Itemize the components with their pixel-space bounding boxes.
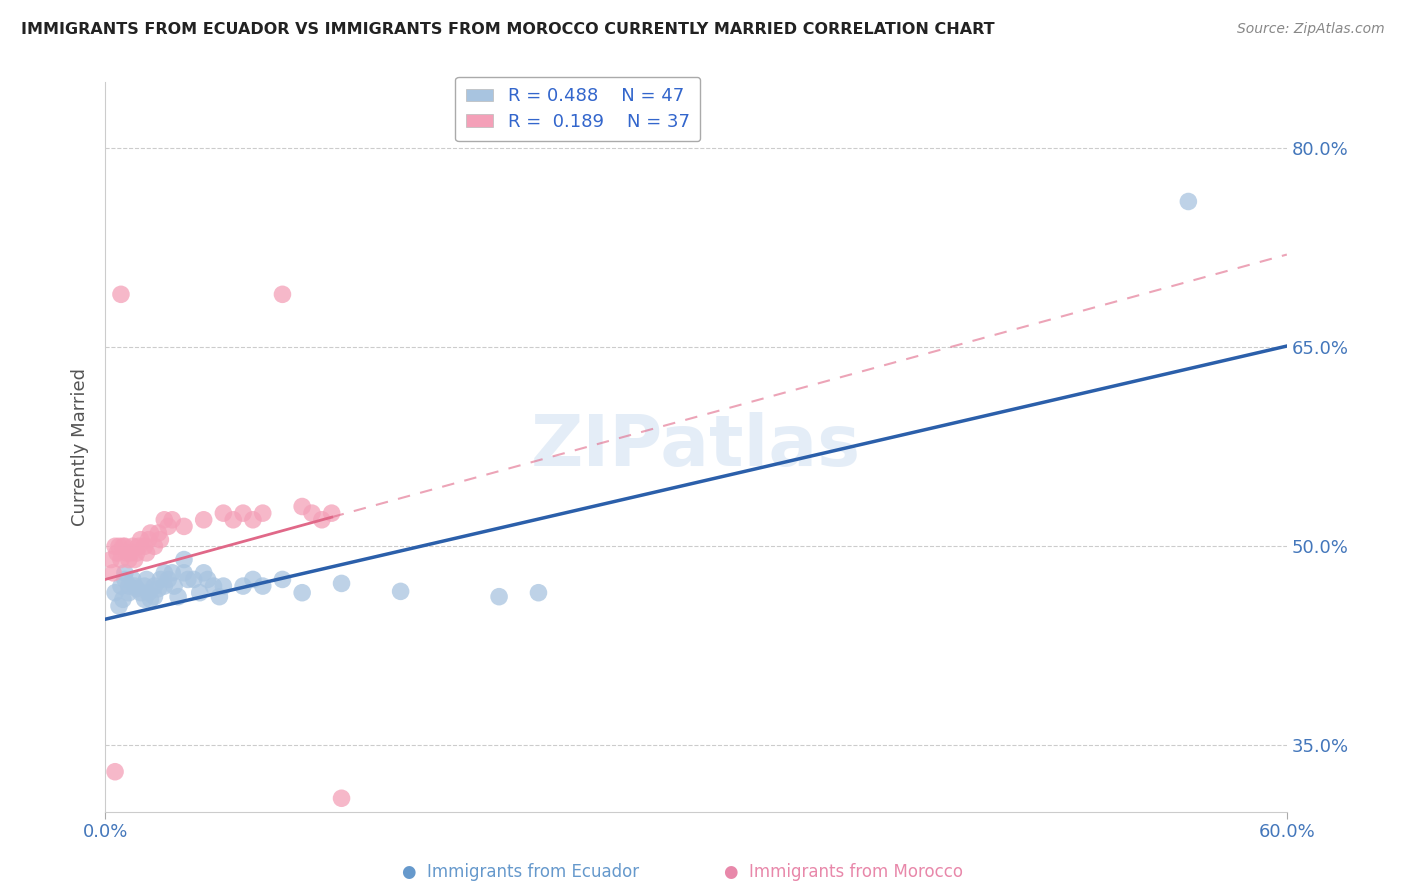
Point bbox=[157, 573, 180, 587]
Point bbox=[1177, 194, 1199, 209]
Point bbox=[271, 573, 294, 587]
Point bbox=[183, 573, 205, 587]
Point bbox=[121, 573, 143, 587]
Text: IMMIGRANTS FROM ECUADOR VS IMMIGRANTS FROM MOROCCO CURRENTLY MARRIED CORRELATION: IMMIGRANTS FROM ECUADOR VS IMMIGRANTS FR… bbox=[21, 22, 994, 37]
Text: ●  Immigrants from Morocco: ● Immigrants from Morocco bbox=[724, 863, 963, 881]
Point bbox=[160, 566, 183, 580]
Point bbox=[193, 513, 215, 527]
Point bbox=[110, 552, 132, 566]
Point bbox=[138, 533, 160, 547]
Point bbox=[124, 579, 146, 593]
Point bbox=[110, 287, 132, 301]
Point bbox=[148, 526, 170, 541]
Point bbox=[111, 592, 134, 607]
Point bbox=[129, 533, 152, 547]
Point bbox=[125, 582, 148, 596]
Point bbox=[193, 566, 215, 580]
Point bbox=[129, 585, 152, 599]
Point bbox=[173, 552, 195, 566]
Point bbox=[125, 546, 148, 560]
Point bbox=[101, 566, 124, 580]
Point bbox=[157, 519, 180, 533]
Point bbox=[105, 546, 128, 560]
Point bbox=[177, 573, 200, 587]
Point bbox=[330, 791, 353, 805]
Point bbox=[202, 579, 225, 593]
Point bbox=[139, 526, 162, 541]
Point bbox=[330, 576, 353, 591]
Point bbox=[232, 506, 254, 520]
Point bbox=[167, 590, 190, 604]
Legend: R = 0.488    N = 47, R =  0.189    N = 37: R = 0.488 N = 47, R = 0.189 N = 37 bbox=[456, 77, 700, 142]
Point bbox=[104, 764, 127, 779]
Point bbox=[135, 546, 157, 560]
Point bbox=[527, 585, 550, 599]
Point bbox=[143, 539, 166, 553]
Point bbox=[212, 506, 235, 520]
Point bbox=[271, 287, 294, 301]
Point bbox=[134, 539, 156, 553]
Point bbox=[242, 513, 264, 527]
Point bbox=[208, 590, 231, 604]
Point bbox=[104, 539, 127, 553]
Point bbox=[160, 513, 183, 527]
Point bbox=[118, 579, 141, 593]
Point bbox=[118, 552, 141, 566]
Point bbox=[311, 513, 333, 527]
Y-axis label: Currently Married: Currently Married bbox=[72, 368, 89, 525]
Point bbox=[118, 585, 141, 599]
Point bbox=[212, 579, 235, 593]
Text: ●  Immigrants from Ecuador: ● Immigrants from Ecuador bbox=[402, 863, 638, 881]
Point bbox=[252, 579, 274, 593]
Point bbox=[149, 573, 172, 587]
Point bbox=[488, 590, 510, 604]
Point bbox=[135, 573, 157, 587]
Point bbox=[232, 579, 254, 593]
Point bbox=[188, 585, 211, 599]
Point bbox=[149, 533, 172, 547]
Point bbox=[139, 592, 162, 607]
Point bbox=[114, 539, 136, 553]
Point bbox=[153, 579, 176, 593]
Point bbox=[143, 579, 166, 593]
Point bbox=[153, 566, 176, 580]
Point bbox=[134, 579, 156, 593]
Point bbox=[252, 506, 274, 520]
Point bbox=[242, 573, 264, 587]
Point bbox=[114, 566, 136, 580]
Point bbox=[104, 585, 127, 599]
Point bbox=[148, 582, 170, 596]
Point bbox=[108, 599, 131, 613]
Point bbox=[121, 539, 143, 553]
Text: ZIPatlas: ZIPatlas bbox=[531, 412, 860, 482]
Point bbox=[143, 590, 166, 604]
Text: Source: ZipAtlas.com: Source: ZipAtlas.com bbox=[1237, 22, 1385, 37]
Point bbox=[134, 592, 156, 607]
Point bbox=[115, 546, 138, 560]
Point bbox=[222, 513, 245, 527]
Point bbox=[110, 579, 132, 593]
Point bbox=[114, 573, 136, 587]
Point bbox=[120, 546, 142, 560]
Point bbox=[173, 566, 195, 580]
Point bbox=[197, 573, 219, 587]
Point bbox=[100, 552, 122, 566]
Point bbox=[138, 585, 160, 599]
Point bbox=[291, 500, 314, 514]
Point bbox=[389, 584, 412, 599]
Point bbox=[321, 506, 343, 520]
Point bbox=[128, 539, 150, 553]
Point bbox=[163, 579, 186, 593]
Point bbox=[124, 552, 146, 566]
Point bbox=[291, 585, 314, 599]
Point bbox=[301, 506, 323, 520]
Point bbox=[108, 539, 131, 553]
Point bbox=[111, 539, 134, 553]
Point bbox=[173, 519, 195, 533]
Point bbox=[153, 513, 176, 527]
